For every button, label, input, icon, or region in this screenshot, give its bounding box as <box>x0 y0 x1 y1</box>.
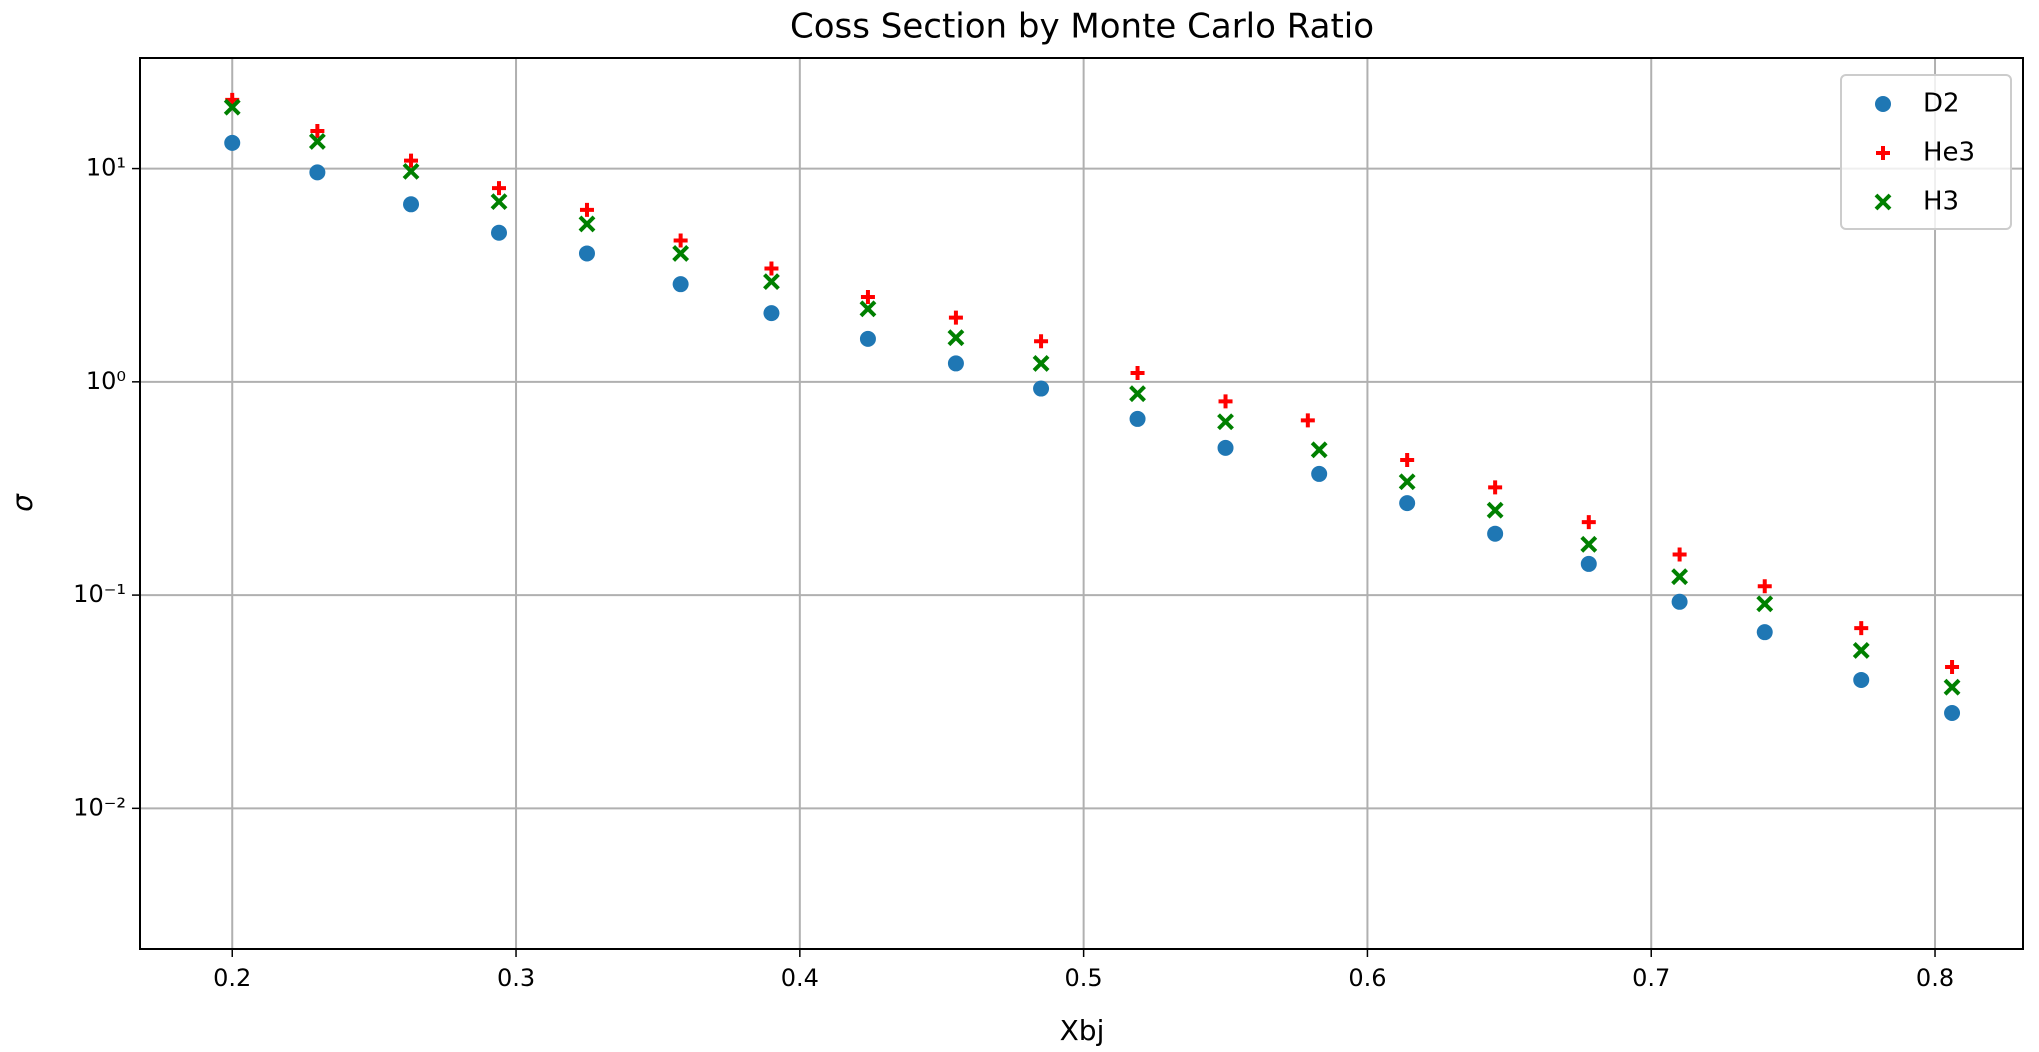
point <box>1129 385 1146 403</box>
y-tick-label: 10¹ <box>86 154 126 182</box>
point <box>1034 334 1049 349</box>
y-axis-label: σ <box>6 493 39 512</box>
point <box>1486 501 1504 519</box>
point <box>1130 366 1145 381</box>
point <box>860 289 875 304</box>
point <box>491 224 508 241</box>
point <box>1944 704 1961 721</box>
point <box>1852 642 1870 659</box>
point <box>224 134 241 151</box>
point <box>310 124 325 139</box>
y-tick-label: 10⁻¹ <box>73 580 126 608</box>
point <box>309 164 326 181</box>
legend-marker <box>1875 96 1891 112</box>
point <box>1398 473 1416 491</box>
x-tick-label: 0.7 <box>1632 964 1670 992</box>
x-tick-label: 0.3 <box>497 964 535 992</box>
point <box>1033 380 1050 397</box>
point <box>1671 593 1688 610</box>
point <box>492 181 507 196</box>
y-tick-label: 10⁻² <box>73 793 126 821</box>
point <box>402 162 420 180</box>
point <box>1671 568 1689 586</box>
point <box>1032 355 1050 372</box>
x-tick-label: 0.8 <box>1916 964 1954 992</box>
point <box>578 215 596 233</box>
point <box>764 261 779 276</box>
point <box>1756 624 1773 641</box>
chart-title: Coss Section by Monte Carlo Ratio <box>790 7 1374 47</box>
point <box>1300 413 1315 428</box>
point <box>1217 439 1234 456</box>
point <box>1311 465 1328 482</box>
x-axis-label: Xbj <box>1060 1014 1105 1047</box>
point <box>1756 595 1774 613</box>
point <box>579 202 594 217</box>
legend: D2 He3 H3 <box>1840 74 2012 230</box>
point <box>948 310 963 325</box>
point <box>672 276 689 293</box>
x-tick-label: 0.5 <box>1065 964 1103 992</box>
legend-marker <box>1874 193 1892 211</box>
point <box>763 273 780 291</box>
point <box>1218 394 1233 409</box>
point <box>1217 413 1234 431</box>
point <box>1399 495 1416 512</box>
point <box>1853 671 1870 688</box>
legend-label: He3 <box>1923 138 1975 168</box>
x-tick-label: 0.2 <box>213 964 251 992</box>
legend-marker <box>1876 146 1890 160</box>
y-tick-label: 10⁰ <box>86 367 126 395</box>
point <box>1310 441 1328 459</box>
point <box>1945 660 1960 675</box>
point <box>1400 452 1415 467</box>
point <box>578 245 595 262</box>
x-tick-label: 0.4 <box>781 964 819 992</box>
point <box>947 329 965 347</box>
point <box>1943 678 1961 696</box>
point <box>1488 480 1503 495</box>
point <box>403 196 420 213</box>
point <box>1672 547 1687 562</box>
x-tick-label: 0.6 <box>1348 964 1386 992</box>
point <box>673 233 688 248</box>
point <box>404 153 419 168</box>
point <box>490 193 508 211</box>
plot-frame <box>139 57 2024 950</box>
point <box>1129 410 1146 427</box>
point <box>1487 525 1504 542</box>
point <box>223 98 241 116</box>
legend-label: H3 <box>1923 187 1959 217</box>
point <box>672 245 690 262</box>
point <box>1854 621 1869 636</box>
point <box>859 300 877 318</box>
point <box>763 305 780 322</box>
point <box>1757 579 1772 594</box>
point <box>1581 515 1596 530</box>
point <box>859 330 876 347</box>
point <box>1580 555 1597 572</box>
legend-frame <box>1840 74 2012 230</box>
legend-label: D2 <box>1923 89 1960 119</box>
point <box>1580 535 1598 553</box>
point <box>308 133 326 150</box>
point <box>947 355 964 372</box>
